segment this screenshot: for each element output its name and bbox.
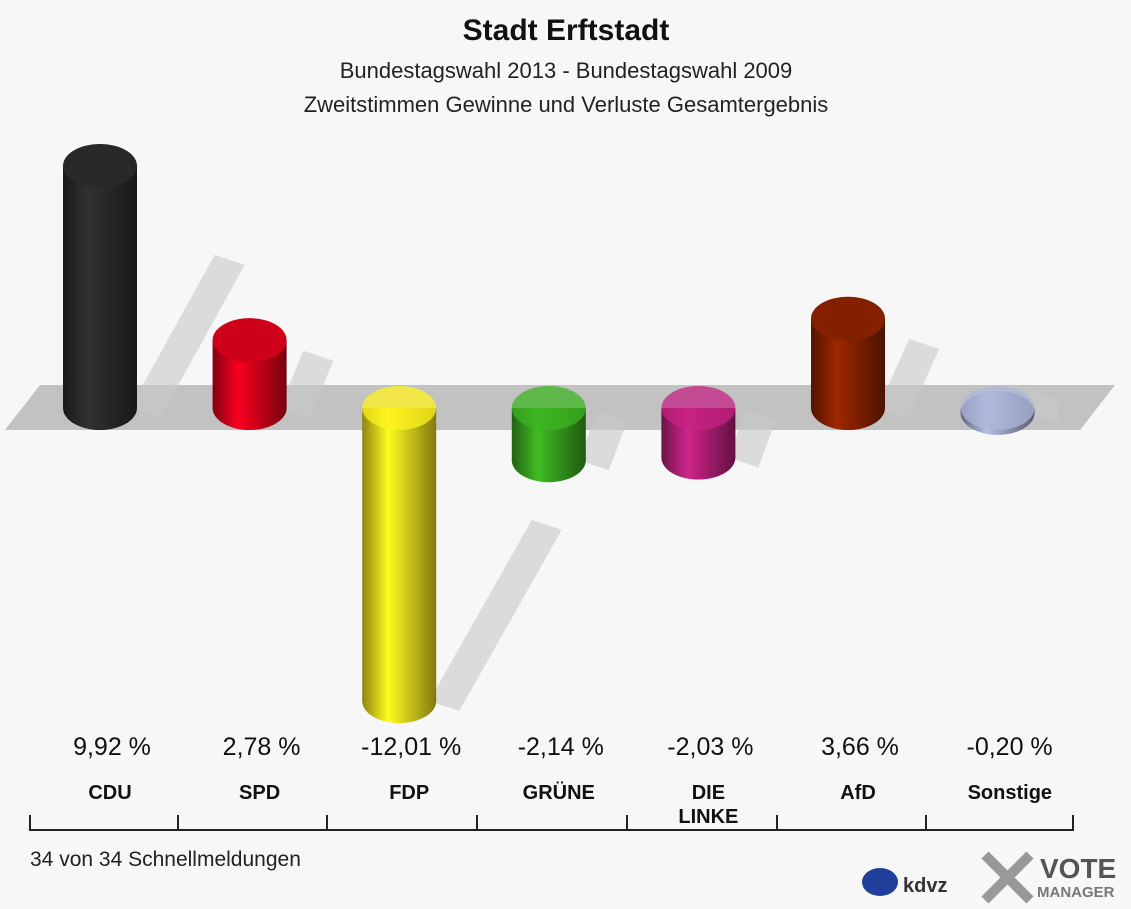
footnote: 34 von 34 Schnellmeldungen — [30, 848, 301, 871]
logo-icon — [862, 868, 898, 896]
logo-text: kdvz — [903, 875, 947, 897]
logo-cross — [981, 851, 1034, 904]
bar-top — [661, 386, 736, 430]
value-label: -2,14 % — [517, 733, 604, 761]
bar — [661, 386, 736, 480]
value-label: 9,92 % — [73, 733, 151, 761]
bar-shadow — [1027, 390, 1060, 423]
x-tick-label: DIE LINKE — [678, 782, 739, 828]
logo-text: MANAGER — [1037, 884, 1115, 901]
bar-shadow — [279, 350, 334, 418]
value-label: 3,66 % — [821, 733, 899, 761]
bar-bottom — [811, 386, 885, 430]
bar-top — [811, 296, 885, 341]
category-brackets — [29, 815, 1074, 831]
chart-title: Stadt Erftstadt — [463, 14, 670, 47]
bar — [212, 318, 287, 430]
bar-top — [362, 386, 437, 430]
x-tick-label: FDP — [389, 782, 430, 804]
bar-top — [212, 318, 287, 363]
chart-subtitle: Zweitstimmen Gewinne und Verluste Gesamt… — [304, 92, 829, 117]
bar — [362, 386, 437, 724]
bar-shadow — [878, 338, 940, 418]
value-label: -2,03 % — [667, 733, 754, 761]
bar-body — [362, 408, 437, 702]
x-tick-label: AfD — [840, 782, 876, 804]
bar-bottom — [362, 679, 437, 724]
x-tick-label: Sonstige — [967, 782, 1053, 804]
bar — [511, 386, 586, 483]
bar-bottom — [63, 386, 137, 430]
value-label: -12,01 % — [361, 733, 462, 761]
bar — [63, 143, 137, 430]
bar-bottom — [511, 438, 586, 483]
bar-bottom — [212, 386, 287, 430]
bar-shadow — [728, 410, 776, 468]
bar — [960, 386, 1035, 435]
chart-subtitle: Bundestagswahl 2013 - Bundestagswahl 200… — [340, 58, 793, 83]
bar-shadow — [130, 254, 245, 418]
value-label: -0,20 % — [966, 733, 1053, 761]
x-tick-label: SPD — [239, 782, 281, 804]
value-label: 2,78 % — [222, 733, 301, 761]
bar-shadow — [578, 411, 628, 471]
x-tick-label: CDU — [88, 782, 132, 804]
x-tick-label: GRÜNE — [522, 782, 595, 804]
bar-bottom — [661, 435, 736, 480]
bar-top — [511, 386, 586, 430]
bar-top — [63, 143, 137, 188]
bar-top — [960, 386, 1035, 430]
bar-shadow — [429, 519, 562, 712]
bar-body — [63, 165, 137, 408]
bar — [811, 296, 885, 430]
logo-text: VOTE — [1040, 853, 1116, 884]
bars — [63, 143, 1060, 724]
